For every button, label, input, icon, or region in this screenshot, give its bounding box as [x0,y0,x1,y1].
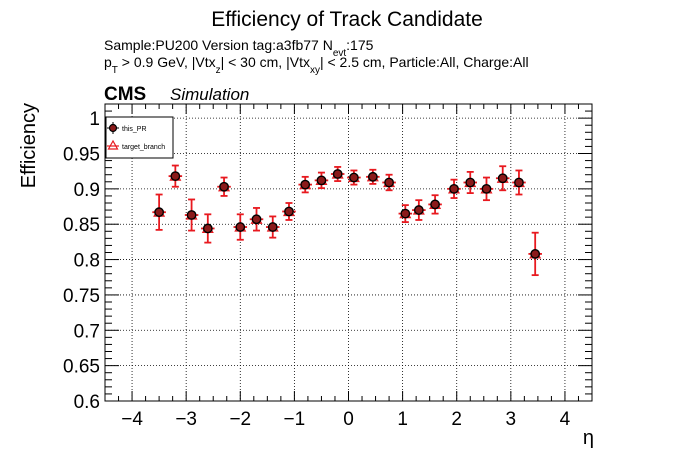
data-marks [152,164,542,277]
x-tick-label: 0 [343,409,354,430]
x-tick-label: 4 [560,409,571,430]
x-axis-label: η [583,427,594,449]
this-pr-marker [202,223,213,234]
legend-box [105,116,174,159]
legend-label-target-branch: target_branch [122,144,165,151]
grid-lines [105,104,592,402]
sample-info-suffix: :175 [346,37,373,53]
this-pr-marker [154,207,165,218]
axis-ticks [105,104,592,402]
this-pr-marker [300,179,311,190]
this-pr-marker [186,210,197,220]
selection-p-sub: T [112,65,118,76]
this-pr-marker [449,183,459,194]
this-pr-marker [316,175,327,186]
selection-c: | < 2.5 cm, Particle:All, Charge:All [320,54,529,70]
sample-info-prefix: Sample:PU200 Version tag:a3fb77 N [104,37,333,53]
y-tick-label: 0.85 [63,215,100,236]
legend-this-pr-marker [108,123,118,133]
x-tick-label: −2 [229,409,251,430]
this-pr-marker [384,177,394,188]
y-tick-label: 0.8 [74,251,100,272]
this-pr-marker [481,183,492,194]
legend-label-this-pr: this_PR [122,126,147,133]
x-tick-label: −4 [121,409,143,430]
this-pr-marker [530,249,541,259]
this-pr-marker [367,171,378,182]
y-tick-label: 0.9 [74,180,100,201]
y-axis-label: Efficiency [18,103,40,188]
this-pr-marker [332,169,343,179]
y-tick-label: 0.95 [63,145,100,166]
x-tick-label: 1 [397,409,408,430]
selection-a-sub: z [216,65,221,76]
cms-label: CMS [104,84,146,105]
simulation-label: Simulation [170,85,249,104]
this-pr-marker [284,206,294,217]
legend-target-marker [107,139,119,150]
x-tick-label: 2 [451,409,462,430]
this-pr-marker [400,208,411,219]
y-tick-label: 1 [89,109,100,130]
this-pr-marker [514,177,524,188]
x-tick-label: −3 [175,409,197,430]
this-pr-marker [251,214,262,225]
this-pr-marker [413,205,424,215]
y-tick-label: 0.65 [63,357,100,378]
this-pr-marker [235,222,246,232]
sample-info-sub: evt [333,48,347,59]
tick-labels: −4 −3 −2 −1 0 1 2 3 4 0.6 0.65 0.7 0.75 0.8 0.85 0.9 0.9… [63,109,571,430]
chart-title: Efficiency of Track Candidate [211,8,483,31]
this-pr-marker [170,171,181,182]
legend: this_PR target_branch [105,116,174,159]
sample-info-line: Sample:PU200 Version tag:a3fb77 Nevt:175 [104,37,374,59]
x-tick-label: −1 [284,409,306,430]
this-pr-marker [349,172,359,183]
selection-info-line: pT > 0.9 GeV, |Vtxz| < 30 cm, |Vtxxy| < … [104,54,529,76]
y-tick-label: 0.6 [74,392,100,413]
x-tick-label: 3 [506,409,517,430]
selection-p: p [104,54,112,70]
this-pr-marker [267,222,278,232]
this-pr-marker [219,181,229,192]
y-tick-label: 0.75 [63,286,100,307]
y-tick-label: 0.7 [74,321,100,342]
this-pr-marker [465,177,476,188]
legend-symbols [107,122,119,150]
selection-a: > 0.9 GeV, |Vtx [118,54,216,70]
this-pr-marker [430,199,440,210]
this-pr-marker [497,173,508,184]
selection-b: | < 30 cm, |Vtx [221,54,310,70]
selection-b-sub: xy [310,65,320,76]
